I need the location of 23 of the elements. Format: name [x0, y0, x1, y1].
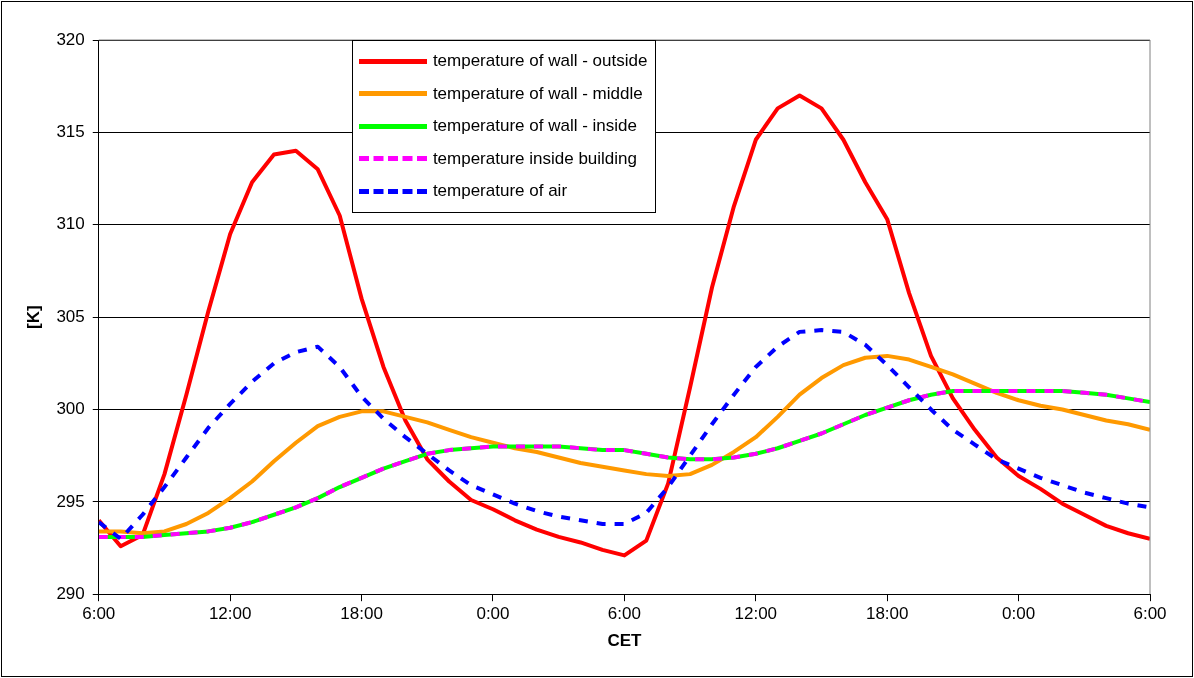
- y-tick-label: 320: [56, 29, 85, 49]
- legend-label: temperature of wall - middle: [432, 83, 643, 104]
- x-tick-label: 18:00: [865, 604, 909, 624]
- y-tick-label: 290: [56, 583, 85, 603]
- y-tick-label: 305: [56, 306, 85, 326]
- legend-label: temperature of air: [432, 181, 568, 202]
- x-tick-label: 6:00: [607, 604, 641, 624]
- y-tick-label: 300: [56, 399, 85, 419]
- x-tick-label: 0:00: [1002, 604, 1036, 624]
- legend-label: temperature of wall - inside: [432, 116, 637, 137]
- x-tick-label: 18:00: [340, 604, 383, 624]
- y-axis-title: [K]: [23, 305, 43, 329]
- x-tick-label: 6:00: [1133, 604, 1167, 624]
- x-axis-title: CET: [607, 631, 642, 651]
- legend-label: temperature of wall - outside: [432, 51, 648, 72]
- x-tick-label: 6:00: [82, 604, 116, 624]
- y-tick-label: 315: [56, 122, 85, 142]
- y-tick-label: 295: [56, 491, 85, 511]
- x-tick-label: 12:00: [734, 604, 778, 624]
- x-tick-label: 0:00: [476, 604, 510, 624]
- legend-label: temperature inside building: [432, 148, 637, 169]
- y-tick-label: 310: [56, 214, 85, 234]
- x-tick-label: 12:00: [208, 604, 252, 624]
